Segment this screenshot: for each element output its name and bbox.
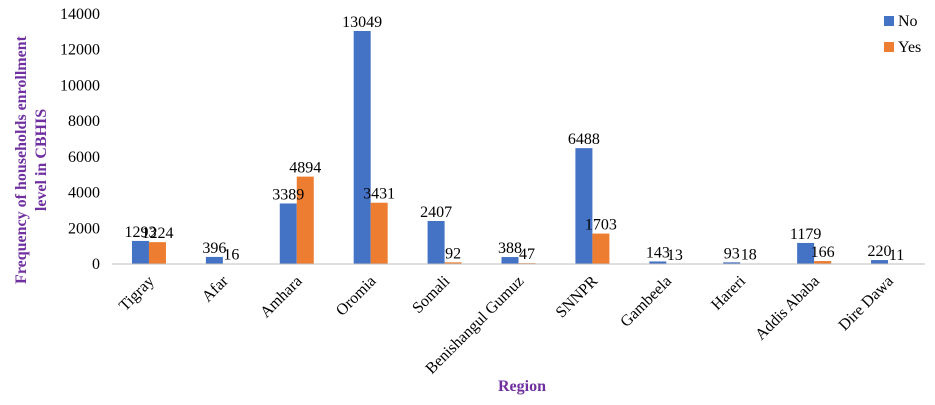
category-label: SNNPR (553, 273, 602, 322)
bar-yes (296, 176, 314, 264)
category-label: Dire Dawa (836, 273, 897, 334)
data-label: 3389 (272, 186, 304, 203)
data-label: 47 (519, 246, 535, 263)
bar-no (501, 257, 519, 264)
bar-no (723, 262, 741, 264)
category-label: Addis Ababa (752, 273, 823, 344)
legend-label-yes: Yes (898, 39, 921, 56)
data-label: 13049 (342, 14, 382, 31)
category-label: Hareri (708, 272, 749, 313)
category-label: Gambeela (617, 273, 675, 331)
data-label: 13 (667, 247, 683, 264)
category-label: Tigray (116, 273, 158, 315)
data-label: 143 (646, 244, 670, 261)
bar-no (427, 221, 445, 264)
data-label: 6488 (568, 131, 600, 148)
y-tick-label: 2000 (68, 220, 100, 237)
bar-no (575, 148, 593, 264)
bar-yes (444, 262, 462, 264)
bar-no (205, 256, 223, 264)
bar-yes (814, 261, 832, 264)
y-tick-label: 4000 (68, 185, 100, 202)
x-axis-title: Region (498, 378, 546, 395)
data-label: 3431 (363, 186, 395, 203)
category-label: Oromia (333, 273, 380, 320)
y-tick-label: 8000 (68, 113, 100, 130)
y-axis-title-line-1: Frequency of households enrollment (13, 35, 30, 284)
bar-yes (592, 233, 610, 264)
data-label: 4894 (289, 160, 321, 177)
legend-swatch-no (884, 16, 894, 26)
y-axis-title-line-2: level in CBHIS (33, 109, 50, 211)
bars (131, 30, 906, 264)
data-label: 396 (202, 240, 226, 257)
bar-no (649, 261, 667, 264)
y-tick-label: 14000 (60, 6, 100, 23)
bar-no (797, 242, 815, 264)
data-label: 220 (868, 243, 892, 260)
data-label: 11 (889, 247, 904, 264)
y-tick-label: 0 (92, 256, 100, 273)
bar-yes (148, 242, 166, 264)
legend-swatch-yes (884, 42, 894, 52)
data-label: 1293 (124, 224, 156, 241)
legend: No Yes (884, 13, 921, 56)
bar-no (279, 203, 297, 264)
data-label: 92 (445, 245, 461, 262)
data-label: 1179 (790, 226, 821, 243)
category-labels: Tigray Afar Amhara Oromia SomaliBenishangul … (116, 272, 897, 377)
bar-no (353, 30, 371, 264)
data-label: 93 (724, 245, 740, 262)
legend-label-no: No (898, 13, 918, 30)
category-label: Amhara (257, 273, 305, 321)
data-label: 388 (498, 240, 522, 257)
category-label: Afar (199, 272, 232, 305)
y-tick-label: 12000 (60, 42, 100, 59)
data-label: 1703 (585, 217, 617, 234)
category-label: Somali (409, 272, 453, 316)
data-label: 18 (741, 247, 757, 264)
bar-no (131, 240, 149, 264)
y-axis-ticks: 0 2000 4000 6000 8000 10000 12000 14000 (60, 6, 100, 273)
data-label: 1224 (141, 225, 173, 242)
y-tick-label: 10000 (60, 77, 100, 94)
bar-yes (370, 202, 388, 264)
data-label: 16 (223, 247, 239, 264)
data-label: 166 (811, 244, 835, 261)
y-tick-label: 6000 (68, 149, 100, 166)
bar-no (871, 260, 889, 264)
data-label: 2407 (420, 204, 452, 221)
